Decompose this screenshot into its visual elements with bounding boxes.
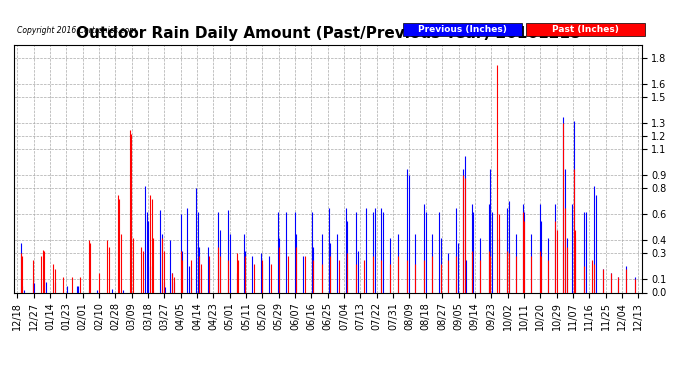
- Text: Previous (Inches): Previous (Inches): [418, 25, 507, 34]
- FancyBboxPatch shape: [526, 23, 645, 36]
- Text: Past (Inches): Past (Inches): [552, 25, 619, 34]
- Title: Outdoor Rain Daily Amount (Past/Previous Year) 20161218: Outdoor Rain Daily Amount (Past/Previous…: [75, 26, 580, 41]
- FancyBboxPatch shape: [403, 23, 522, 36]
- Text: Copyright 2016 Certronics.com: Copyright 2016 Certronics.com: [17, 26, 137, 35]
